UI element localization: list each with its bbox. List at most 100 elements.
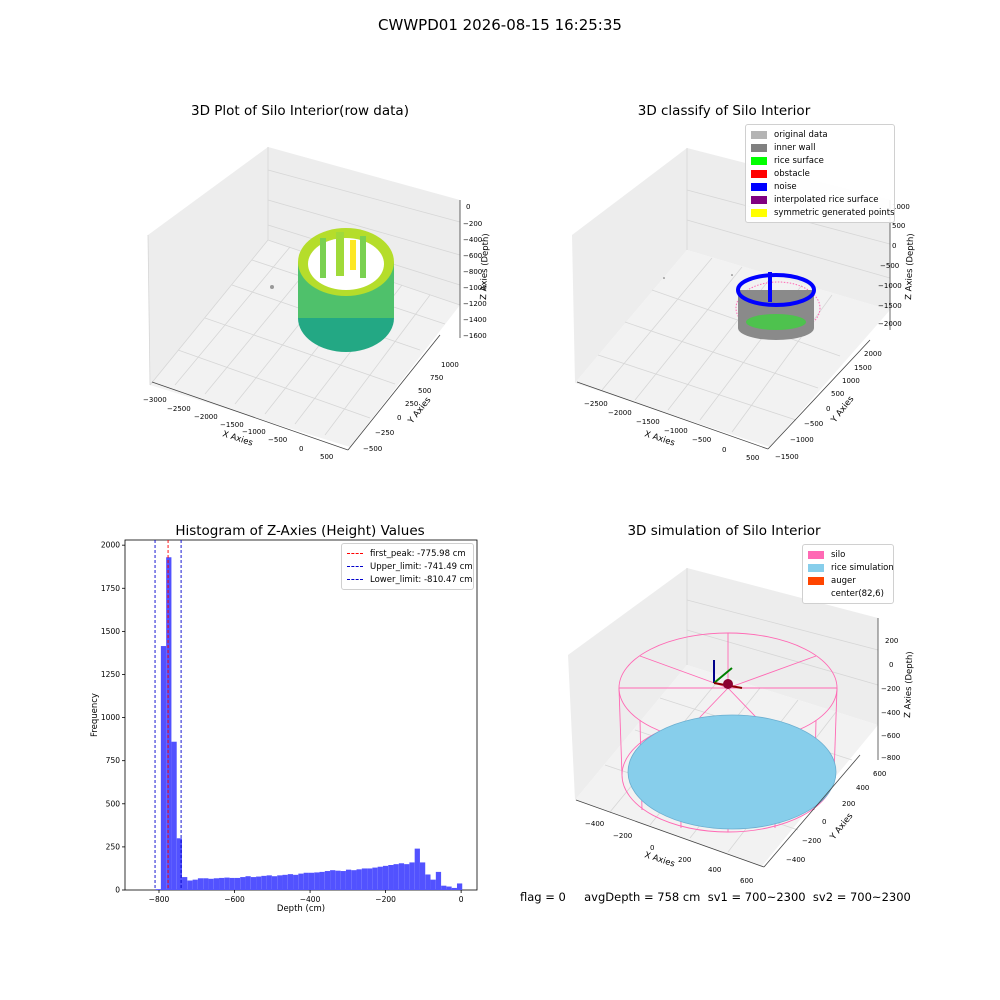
classify-3d-noise-ring xyxy=(736,273,816,307)
raw-3d-xtick: −3000 xyxy=(143,396,167,404)
legend-swatch xyxy=(751,182,767,191)
histogram-bar xyxy=(282,874,288,890)
raw-3d-interior-points xyxy=(360,236,366,278)
classify-3d-noise-spike xyxy=(768,272,772,302)
simulation-3d-ytick: 200 xyxy=(842,800,855,808)
histogram-bars xyxy=(155,557,463,890)
legend-label: center(82,6) xyxy=(831,588,884,599)
classify-3d-ztick: 1000 xyxy=(892,203,910,211)
histogram-bar xyxy=(203,878,209,890)
histogram-y-tick-label: 1250 xyxy=(101,670,120,679)
raw-3d-axis-edges xyxy=(151,200,461,451)
histogram-bar xyxy=(287,874,294,890)
histogram-bar xyxy=(197,878,204,890)
classify-3d-zlabel: Z Axies (Depth) xyxy=(904,233,916,300)
raw-3d-ztick: −1600 xyxy=(463,332,487,340)
classify-3d-xtick: 0 xyxy=(722,446,726,454)
simulation-3d-xtick: −200 xyxy=(613,832,632,840)
simulation-3d-ztick: −200 xyxy=(881,685,900,693)
raw-3d-xtick: −500 xyxy=(268,436,287,444)
legend-swatch xyxy=(751,208,767,217)
classify-3d-ytick: 0 xyxy=(826,405,830,413)
legend-item-noise: noise xyxy=(751,180,889,193)
raw-3d-ytick: 1000 xyxy=(441,361,459,369)
legend-item-rice-surface: rice surface xyxy=(751,154,889,167)
histogram-bar xyxy=(335,870,341,890)
histogram-y-tick-label: 1000 xyxy=(101,713,120,722)
histogram-x-tick-label: 0 xyxy=(459,895,464,904)
classify-3d-ztick: −2000 xyxy=(878,320,902,328)
legend-item-obstacle: obstacle xyxy=(751,167,889,180)
raw-3d-xtick: −2000 xyxy=(194,413,218,421)
raw-3d-ztick: −1400 xyxy=(463,316,487,324)
raw-3d-ytick: 500 xyxy=(418,387,431,395)
histogram-bar xyxy=(430,879,436,890)
histogram-bar xyxy=(277,875,283,890)
classify-3d-ytick: 1500 xyxy=(854,364,872,372)
histogram-bar xyxy=(192,879,198,890)
histogram-y-tick-label: 1500 xyxy=(101,627,120,636)
histogram-bar xyxy=(367,868,373,890)
histogram-bar xyxy=(435,871,442,890)
classify-3d-grid xyxy=(597,148,891,433)
simulation-3d-legend: silo rice simulation auger center(82,6) xyxy=(802,544,894,604)
histogram-bar xyxy=(250,877,257,890)
histogram-bar xyxy=(398,863,405,890)
legend-swatch xyxy=(751,156,767,165)
raw-3d-ztick: 0 xyxy=(466,203,470,211)
classify-3d-legend: original data inner wall rice surface ob… xyxy=(745,124,895,223)
histogram-y-tick-label: 750 xyxy=(106,756,121,765)
classify-3d-ztick: −500 xyxy=(880,262,899,270)
classify-3d-ytick: −1500 xyxy=(775,453,799,461)
histogram-bar xyxy=(446,886,452,890)
simulation-3d-rice-surface xyxy=(627,714,837,830)
raw-3d-interior-points xyxy=(320,238,326,278)
histogram-title: Histogram of Z-Axies (Height) Values xyxy=(175,523,425,539)
simulation-3d-ztick: 0 xyxy=(889,661,893,669)
histogram-bar xyxy=(345,869,352,890)
simulation-3d-xtick: 200 xyxy=(678,856,691,864)
histogram-y-ticks: 0 250 500 750 1000 1250 1500 1750 2000 xyxy=(101,541,125,895)
histogram-bar xyxy=(324,871,331,890)
histogram-x-ticks: −800 −600 −400 −200 0 xyxy=(149,890,464,904)
histogram-bar xyxy=(298,873,304,890)
classify-3d-title: 3D classify of Silo Interior xyxy=(637,103,811,119)
raw-3d-panel: 3D Plot of Silo Interior(row data) xyxy=(0,0,500,480)
classify-3d-xtick: −1000 xyxy=(664,427,688,435)
histogram-y-tick-label: 2000 xyxy=(101,541,120,550)
legend-label: rice surface xyxy=(774,155,824,166)
legend-label: first_peak: -775.98 cm xyxy=(370,548,466,559)
simulation-3d-ztick: −400 xyxy=(881,709,900,717)
raw-3d-xtick: −2500 xyxy=(167,405,191,413)
classify-3d-ytick: 2000 xyxy=(864,350,882,358)
histogram-bar xyxy=(240,877,246,890)
classify-3d-xtick: 500 xyxy=(746,454,759,462)
histogram-bar xyxy=(293,874,299,890)
legend-label: inner wall xyxy=(774,142,816,153)
simulation-3d-zlabel: Z Axies (Depth) xyxy=(903,651,915,718)
histogram-x-tick-label: −400 xyxy=(300,895,321,904)
simulation-3d-ytick: 400 xyxy=(856,784,869,792)
histogram-xlabel: Depth (cm) xyxy=(277,904,325,914)
classify-3d-xtick: −2500 xyxy=(584,400,608,408)
raw-3d-cylinder-inner xyxy=(308,238,384,290)
raw-3d-xtick: 0 xyxy=(299,445,303,453)
simulation-3d-ticks: −400 −200 0 200 400 600 −400 −200 0 200 … xyxy=(585,637,900,885)
legend-swatch xyxy=(751,130,767,139)
histogram-bar xyxy=(377,866,383,890)
figure-title: CWWPD01 2026-08-15 16:25:35 xyxy=(378,16,622,34)
histogram-y-tick-label: 500 xyxy=(106,799,121,808)
histogram-bar xyxy=(271,876,278,890)
legend-item-silo: silo xyxy=(808,548,888,561)
legend-item-auger: auger xyxy=(808,574,888,587)
raw-3d-ytick: −250 xyxy=(375,429,394,437)
histogram-bar xyxy=(234,877,241,890)
classify-3d-outlier-point xyxy=(663,277,665,279)
raw-3d-outlier-point xyxy=(270,285,274,289)
classify-3d-panel: 3D classify of Silo Interior xyxy=(500,0,1000,480)
legend-label: auger xyxy=(831,575,856,586)
classify-3d-ylabel: Y Axies xyxy=(829,394,857,426)
classify-3d-xtick: −500 xyxy=(692,436,711,444)
legend-swatch xyxy=(751,143,767,152)
histogram-bar xyxy=(155,889,161,890)
